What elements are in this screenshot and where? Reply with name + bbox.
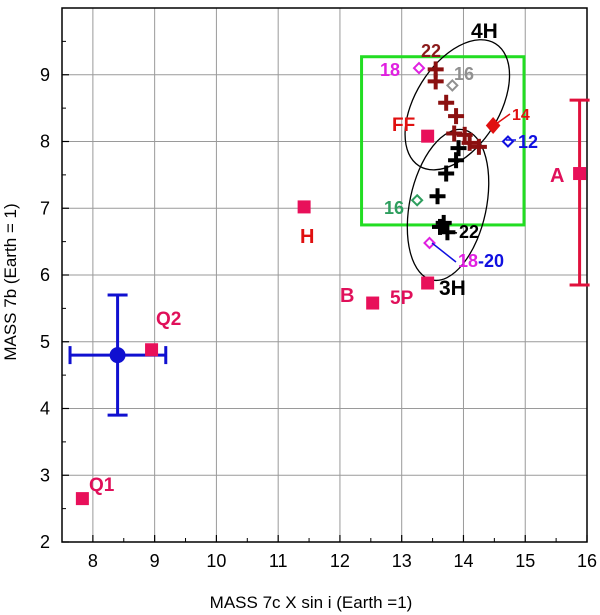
y-tick-label: 8 — [40, 132, 50, 152]
label-3h: 3H — [439, 277, 466, 300]
data-marks — [68, 61, 590, 506]
x-tick-label: 9 — [150, 551, 160, 571]
label-18-low: 18 — [458, 251, 478, 271]
label-q1: Q1 — [89, 475, 115, 496]
leader-14 — [495, 113, 511, 125]
label-b: B — [340, 285, 354, 307]
y-tick-label: 4 — [40, 399, 50, 419]
x-tick-label: 14 — [453, 551, 473, 571]
label-4h: 4H — [471, 20, 498, 43]
square-point-ff — [421, 129, 435, 143]
label-5p: 5P — [390, 288, 414, 309]
annotation-labels: Q1 Q2 H B 5P FF A 4H 3H 22 18 16 14 12 1… — [89, 20, 564, 496]
y-tick-label: 7 — [40, 198, 50, 218]
label-a: A — [550, 165, 564, 187]
label-ff: FF — [392, 115, 415, 136]
x-axis-label: MASS 7c X sin i (Earth =1) — [210, 593, 413, 612]
leader-lines — [431, 113, 516, 263]
diamond-point-18-20 — [423, 236, 436, 250]
x-tick-label: 12 — [330, 551, 350, 571]
diamond-point-16 — [445, 79, 459, 92]
x-tick-label: 16 — [577, 551, 597, 571]
y-tick-label: 6 — [40, 265, 50, 285]
leader-22 — [446, 230, 458, 234]
square-point-q2 — [145, 343, 159, 357]
x-tick-label: 11 — [269, 551, 288, 571]
label-h: H — [300, 226, 314, 248]
x-tick-label: 10 — [206, 551, 226, 571]
label-16-low: 16 — [384, 198, 404, 218]
label-q2: Q2 — [156, 309, 181, 330]
x-tick-label: 15 — [515, 551, 535, 571]
y-axis-label: MASS 7b (Earth = 1) — [1, 203, 20, 360]
label-14: 14 — [512, 107, 530, 124]
y-tick-label: 5 — [40, 332, 50, 352]
square-point-5p — [421, 276, 435, 290]
label-16-top: 16 — [454, 64, 474, 84]
y-tick-label: 2 — [40, 532, 50, 552]
grid-lines — [62, 8, 588, 543]
label-12: 12 — [518, 132, 538, 152]
x-tick-label: 8 — [88, 551, 98, 571]
square-point-b — [366, 296, 380, 310]
y-axis-ticks: 2 3 4 5 6 7 8 9 — [40, 40, 69, 552]
main-point-circle — [109, 347, 126, 364]
y-tick-label: 9 — [40, 65, 50, 85]
square-point-a — [573, 167, 587, 181]
diamond-point-12 — [501, 135, 515, 148]
diamond-point-18 — [412, 61, 426, 75]
diamond-point-16 — [410, 193, 424, 207]
label-18-top: 18 — [380, 60, 400, 80]
square-point-h — [297, 200, 311, 214]
label-20-low: -20 — [478, 251, 504, 271]
label-22-low: 22 — [459, 222, 479, 242]
red-point-14 — [485, 116, 501, 135]
square-point-q1 — [75, 492, 89, 506]
x-axis-ticks: 8 9 10 11 12 13 14 15 16 — [61, 535, 597, 571]
x-tick-label: 13 — [392, 551, 412, 571]
leader-18-20 — [431, 242, 457, 263]
label-22-top: 22 — [421, 41, 441, 61]
y-tick-label: 3 — [40, 465, 50, 485]
